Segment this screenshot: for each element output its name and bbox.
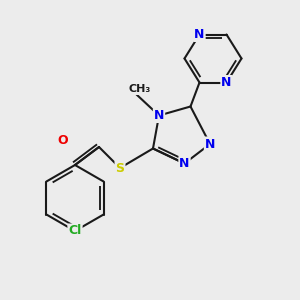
Text: Cl: Cl (68, 224, 82, 238)
Text: CH₃: CH₃ (128, 84, 151, 94)
Text: N: N (179, 157, 190, 170)
Text: O: O (58, 134, 68, 148)
Text: N: N (221, 76, 232, 89)
Text: N: N (194, 28, 205, 41)
Text: N: N (205, 137, 215, 151)
Text: N: N (154, 109, 164, 122)
Text: S: S (116, 161, 124, 175)
